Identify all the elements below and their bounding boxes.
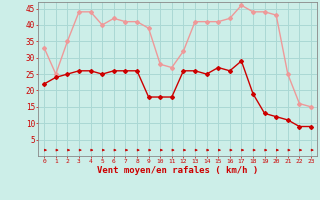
X-axis label: Vent moyen/en rafales ( km/h ): Vent moyen/en rafales ( km/h ) [97, 166, 258, 175]
